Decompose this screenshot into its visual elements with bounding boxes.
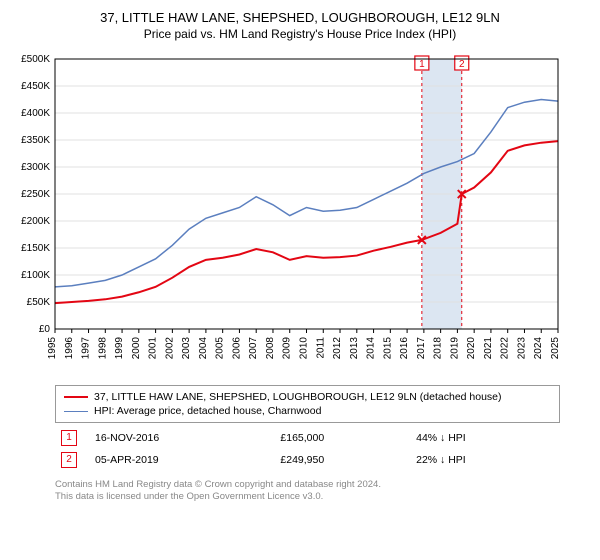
svg-text:1997: 1997 <box>81 337 92 360</box>
svg-text:2024: 2024 <box>533 337 544 360</box>
svg-text:2001: 2001 <box>148 337 159 360</box>
svg-text:2: 2 <box>459 59 465 70</box>
svg-text:2000: 2000 <box>131 337 142 360</box>
svg-text:2017: 2017 <box>416 337 427 360</box>
event-date: 16-NOV-2016 <box>89 427 274 449</box>
svg-text:2011: 2011 <box>315 337 326 359</box>
svg-text:1995: 1995 <box>47 337 58 360</box>
svg-text:2023: 2023 <box>516 337 527 360</box>
svg-text:£400K: £400K <box>21 108 50 119</box>
legend: 37, LITTLE HAW LANE, SHEPSHED, LOUGHBORO… <box>55 385 560 423</box>
svg-text:£500K: £500K <box>21 54 50 65</box>
svg-text:2009: 2009 <box>282 337 293 360</box>
chart-container: £0 £50K £100K £150K £200K £250K £300K £350K £400… <box>10 49 590 379</box>
svg-text:2004: 2004 <box>198 337 209 360</box>
svg-text:2010: 2010 <box>299 337 310 360</box>
chart-title-block: 37, LITTLE HAW LANE, SHEPSHED, LOUGHBORO… <box>10 10 590 41</box>
event-row: 1 16-NOV-2016 £165,000 44% ↓ HPI <box>55 427 560 449</box>
legend-item: HPI: Average price, detached house, Char… <box>64 404 551 418</box>
svg-text:£200K: £200K <box>21 216 50 227</box>
events-table: 1 16-NOV-2016 £165,000 44% ↓ HPI 2 05-AP… <box>55 427 560 471</box>
event-price: £165,000 <box>274 427 410 449</box>
legend-swatch <box>64 411 88 412</box>
svg-text:2018: 2018 <box>433 337 444 360</box>
footer-line: Contains HM Land Registry data © Crown c… <box>55 479 560 491</box>
svg-text:2021: 2021 <box>483 337 494 360</box>
price-chart: £0 £50K £100K £150K £200K £250K £300K £350K £400… <box>10 49 570 379</box>
event-delta: 44% ↓ HPI <box>410 427 560 449</box>
svg-text:2016: 2016 <box>399 337 410 360</box>
svg-text:£350K: £350K <box>21 135 50 146</box>
svg-text:2020: 2020 <box>466 337 477 360</box>
svg-text:£100K: £100K <box>21 270 50 281</box>
svg-text:2015: 2015 <box>382 337 393 360</box>
svg-text:2025: 2025 <box>550 337 561 360</box>
chart-title: 37, LITTLE HAW LANE, SHEPSHED, LOUGHBORO… <box>10 10 590 25</box>
svg-text:2008: 2008 <box>265 337 276 360</box>
svg-text:2007: 2007 <box>248 337 259 360</box>
svg-text:1998: 1998 <box>97 337 108 360</box>
svg-text:1: 1 <box>419 59 425 70</box>
svg-text:2005: 2005 <box>215 337 226 360</box>
legend-swatch <box>64 396 88 398</box>
svg-text:2014: 2014 <box>366 337 377 360</box>
svg-text:2019: 2019 <box>449 337 460 360</box>
legend-label: 37, LITTLE HAW LANE, SHEPSHED, LOUGHBORO… <box>94 391 502 403</box>
event-marker: 2 <box>61 452 77 468</box>
chart-subtitle: Price paid vs. HM Land Registry's House … <box>10 27 590 41</box>
svg-text:1996: 1996 <box>64 337 75 360</box>
svg-text:£0: £0 <box>39 324 51 335</box>
footer: Contains HM Land Registry data © Crown c… <box>55 479 560 504</box>
svg-text:£250K: £250K <box>21 189 50 200</box>
event-price: £249,950 <box>274 449 410 471</box>
footer-line: This data is licensed under the Open Gov… <box>55 491 560 503</box>
svg-text:2012: 2012 <box>332 337 343 360</box>
svg-text:£300K: £300K <box>21 162 50 173</box>
legend-label: HPI: Average price, detached house, Char… <box>94 405 321 417</box>
event-row: 2 05-APR-2019 £249,950 22% ↓ HPI <box>55 449 560 471</box>
legend-item: 37, LITTLE HAW LANE, SHEPSHED, LOUGHBORO… <box>64 390 551 404</box>
event-delta: 22% ↓ HPI <box>410 449 560 471</box>
svg-text:2022: 2022 <box>500 337 511 360</box>
svg-text:2003: 2003 <box>181 337 192 360</box>
svg-text:£50K: £50K <box>27 297 51 308</box>
svg-text:£150K: £150K <box>21 243 50 254</box>
event-marker: 1 <box>61 430 77 446</box>
svg-text:2006: 2006 <box>231 337 242 360</box>
svg-text:2013: 2013 <box>349 337 360 360</box>
svg-text:1999: 1999 <box>114 337 125 360</box>
svg-text:2002: 2002 <box>164 337 175 360</box>
svg-text:£450K: £450K <box>21 81 50 92</box>
event-date: 05-APR-2019 <box>89 449 274 471</box>
